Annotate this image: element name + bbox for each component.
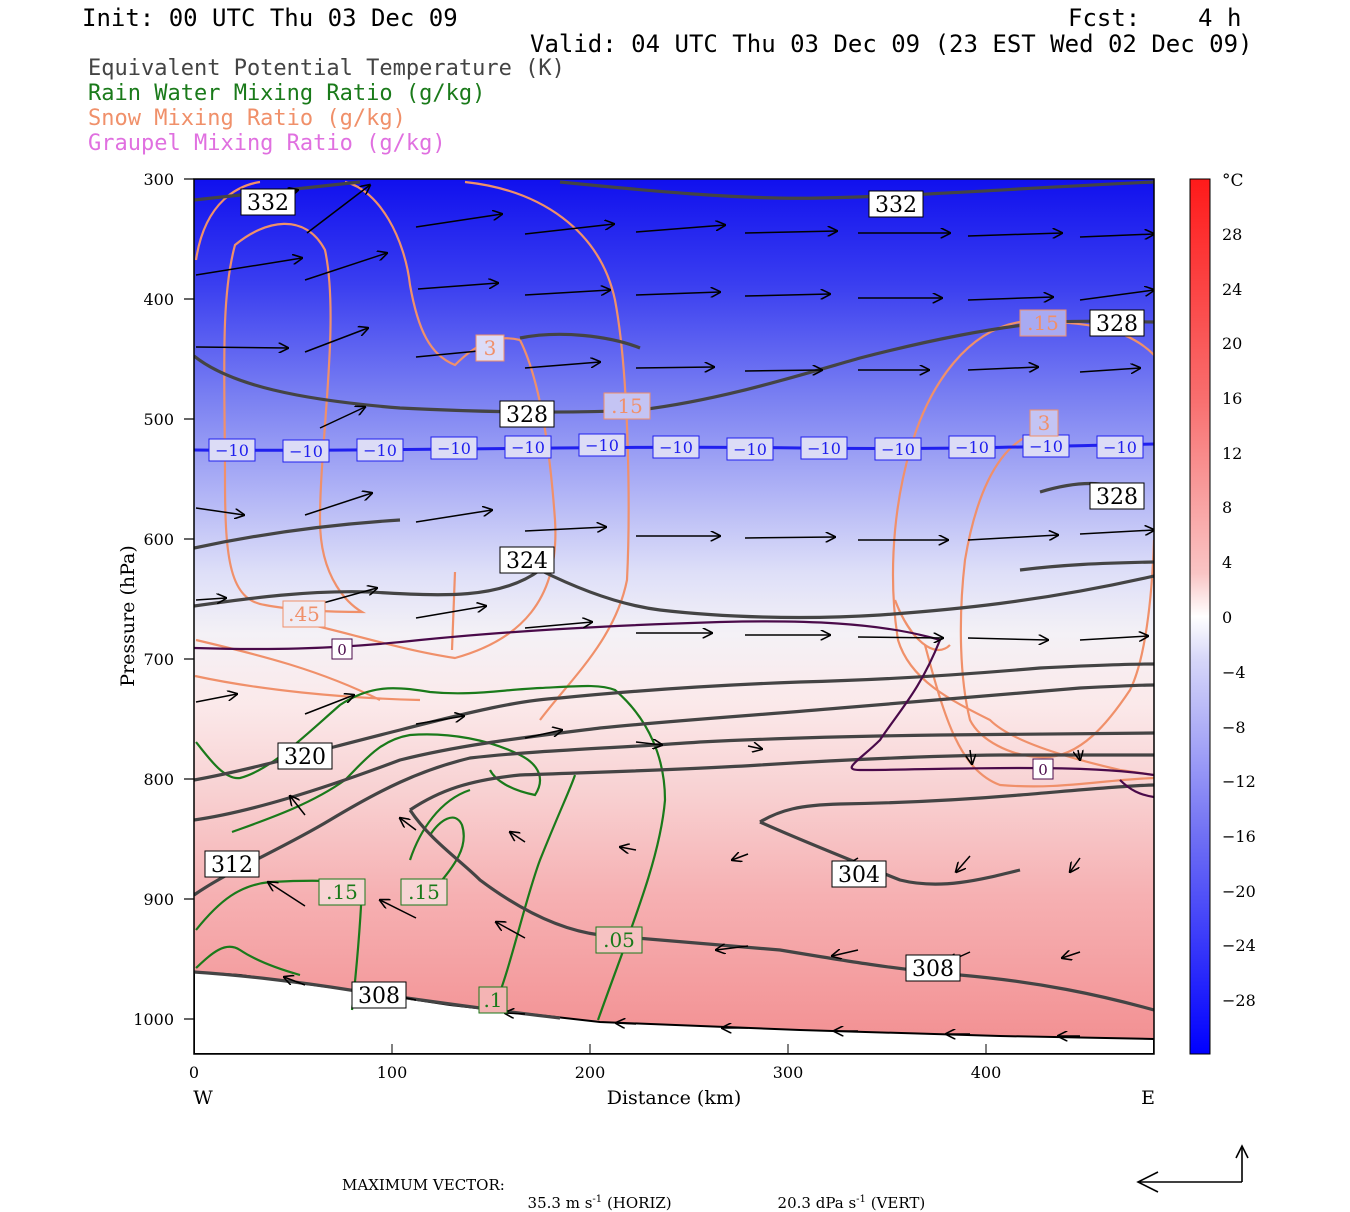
temp-label: −10 — [511, 438, 545, 457]
init-time: Init: 00 UTC Thu 03 Dec 09 — [82, 4, 458, 32]
temp-label: −10 — [289, 442, 323, 461]
y-tick-label: 600 — [143, 530, 174, 549]
colorbar-tick: −4 — [1222, 663, 1246, 682]
theta-e-label: 312 — [211, 853, 253, 878]
snow-label: .15 — [611, 394, 643, 418]
x-tick-label: 0 — [189, 1063, 199, 1082]
snow-labels: 3 .15 .15 3 .45 — [282, 309, 1067, 628]
forecast-hour: Fcst: 4 h — [1068, 4, 1242, 32]
legend-graupel: Graupel Mixing Ratio (g/kg) — [88, 131, 446, 156]
horiz-value: 35.3 m s — [527, 1194, 593, 1212]
legend-theta-e: Equivalent Potential Temperature (K) — [88, 56, 565, 81]
theta-e-label: 308 — [912, 957, 954, 982]
colorbar-unit: °C — [1222, 171, 1244, 191]
rain-label: .15 — [326, 880, 358, 904]
y-tick-label: 1000 — [133, 1010, 174, 1029]
colorbar — [1189, 178, 1211, 1055]
max-horiz-vector: 35.3 m s-1 (HORIZ) — [518, 1176, 672, 1212]
colorbar-ticks: 28 24 20 16 12 8 4 0 −4 −8 −12 −16 −20 −… — [1222, 225, 1256, 1010]
colorbar-tick: 8 — [1222, 498, 1232, 517]
x-tick-label: 300 — [773, 1063, 804, 1082]
rain-labels: .15 .15 .05 .1 — [318, 878, 643, 1014]
x-tick-label: 200 — [575, 1063, 606, 1082]
temp-label: −10 — [881, 440, 915, 459]
vert-tag: (VERT) — [870, 1194, 926, 1212]
temp-label: −10 — [585, 436, 619, 455]
rain-label: .05 — [603, 928, 635, 952]
colorbar-tick: 28 — [1222, 225, 1242, 244]
temperature-shading — [194, 179, 1154, 1054]
temp-label: −10 — [1029, 437, 1063, 456]
temp-label: 0 — [1038, 761, 1048, 779]
theta-e-label: 304 — [838, 863, 880, 888]
reference-vector — [1136, 1144, 1249, 1193]
colorbar-tick: −16 — [1222, 827, 1256, 846]
x-tick-label: 400 — [971, 1063, 1002, 1082]
theta-e-label: 328 — [506, 403, 548, 428]
rain-label: .15 — [408, 880, 440, 904]
temp-label: −10 — [659, 438, 693, 457]
y-tick-label: 800 — [143, 770, 174, 789]
temp-label: −10 — [363, 441, 397, 460]
theta-e-label: 320 — [284, 745, 326, 770]
horiz-tag: (HORIZ) — [606, 1194, 672, 1212]
theta-e-label: 332 — [875, 193, 917, 218]
temp-label: −10 — [807, 439, 841, 458]
y-tick-label: 500 — [143, 410, 174, 429]
colorbar-tick: −20 — [1222, 882, 1256, 901]
colorbar-tick: 16 — [1222, 389, 1242, 408]
legend-rain: Rain Water Mixing Ratio (g/kg) — [88, 81, 486, 106]
snow-label: .45 — [288, 602, 320, 626]
temp-labels-zero: 0 0 — [331, 638, 1054, 780]
colorbar-tick: −8 — [1222, 718, 1246, 737]
y-tick-label: 400 — [143, 290, 174, 309]
colorbar-tick: 4 — [1222, 553, 1232, 572]
y-axis-label: Pressure (hPa) — [117, 545, 139, 687]
colorbar-tick: −28 — [1222, 991, 1256, 1010]
y-axis: 300 400 500 600 700 800 900 1000 — [133, 170, 194, 1029]
temp-label: −10 — [733, 440, 767, 459]
y-tick-label: 300 — [143, 170, 174, 189]
colorbar-tick: −24 — [1222, 936, 1256, 955]
theta-e-label: 308 — [358, 984, 400, 1009]
colorbar-tick: −12 — [1222, 772, 1256, 791]
theta-e-label: 324 — [506, 549, 548, 574]
theta-e-label: 328 — [1096, 485, 1138, 510]
snow-label: 3 — [484, 336, 497, 360]
y-tick-label: 900 — [143, 890, 174, 909]
east-label: E — [1141, 1087, 1155, 1109]
snow-label: .15 — [1027, 311, 1059, 335]
temp-label: −10 — [437, 439, 471, 458]
theta-e-label: 328 — [1096, 312, 1138, 337]
vert-value: 20.3 dPa s — [777, 1194, 857, 1212]
colorbar-tick: 12 — [1222, 444, 1242, 463]
x-axis-label: Distance (km) — [607, 1087, 742, 1109]
max-vector-label: MAXIMUM VECTOR: — [342, 1176, 505, 1194]
temp-label: −10 — [215, 441, 249, 460]
isotherm-0-low — [1119, 779, 1154, 799]
plot-frame — [193, 178, 1155, 1055]
x-tick-label: 100 — [377, 1063, 408, 1082]
temp-label: 0 — [337, 641, 347, 659]
west-label: W — [193, 1087, 213, 1109]
temp-label: −10 — [955, 438, 989, 457]
valid-time: Valid: 04 UTC Thu 03 Dec 09 (23 EST Wed … — [530, 30, 1253, 58]
colorbar-tick: 0 — [1222, 608, 1232, 627]
snow-contours — [194, 180, 1154, 788]
rain-label: .1 — [483, 988, 502, 1012]
colorbar-tick: 20 — [1222, 334, 1242, 353]
temp-label: −10 — [1103, 438, 1137, 457]
theta-e-labels: 332 332 328 328 328 324 320 312 304 308 … — [204, 188, 1145, 1009]
legend-snow: Snow Mixing Ratio (g/kg) — [88, 106, 406, 131]
theta-e-label: 332 — [247, 191, 289, 216]
max-vert-vector: 20.3 dPa s-1 (VERT) — [768, 1176, 926, 1212]
colorbar-tick: 24 — [1222, 280, 1242, 299]
y-tick-label: 700 — [143, 650, 174, 669]
snow-label: 3 — [1038, 411, 1051, 435]
temp-labels-minus10: −10 −10 −10 −10 −10 −10 −10 −10 −10 −10 … — [208, 433, 1144, 463]
x-axis: 0 100 200 300 400 — [189, 1044, 1001, 1082]
